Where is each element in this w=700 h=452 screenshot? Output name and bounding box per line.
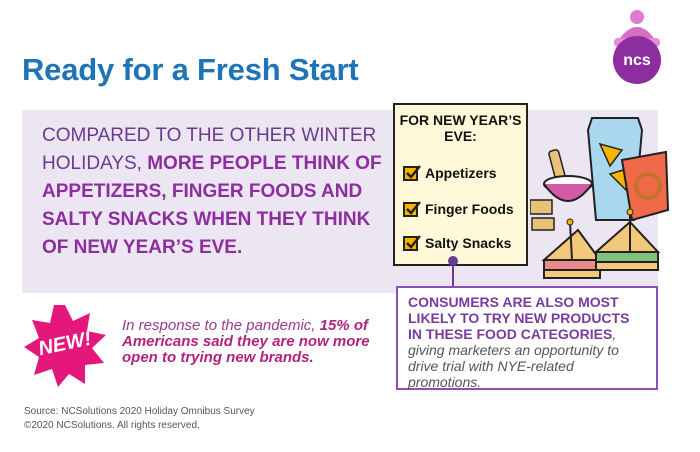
ncs-logo: ncs [604,8,670,86]
hat-logo-icon [613,10,661,84]
checkbox-icon [403,164,421,181]
snack-illustration [529,110,670,285]
card-item-appetizers: Appetizers [403,164,497,181]
card-item-label: Salty Snacks [425,235,512,251]
consumers-callout: CONSUMERS ARE ALSO MOST LIKELY TO TRY NE… [396,286,658,390]
source-line: Source: NCSolutions 2020 Holiday Omnibus… [24,406,255,417]
card-title: FOR NEW YEAR’S EVE: [399,112,522,144]
card-item-label: Appetizers [425,165,497,181]
pin-dot [448,256,458,266]
card-item-label: Finger Foods [425,201,514,217]
checkbox-icon [403,200,421,217]
pandemic-plain: In response to the pandemic, [122,317,320,334]
sandwich-icon [541,208,661,279]
page-title: Ready for a Fresh Start [22,52,359,87]
logo-text: ncs [623,52,651,69]
source-note: Source: NCSolutions 2020 Holiday Omnibus… [24,405,255,433]
checkbox-icon [403,234,421,251]
dip-bowl-icon [543,149,593,202]
pin-line [452,266,454,288]
intro-text: COMPARED TO THE OTHER WINTER HOLIDAYS, M… [42,122,387,262]
consumers-strong: CONSUMERS ARE ALSO MOST LIKELY TO TRY NE… [408,294,630,342]
intro-strong: MORE PEOPLE THINK OF APPETIZERS, FINGER … [42,153,382,258]
intro-plain: COMPARED TO THE OTHER WINTER HOLIDAYS, [42,125,377,174]
pandemic-strong: 15% of Americans said they are now more … [122,317,370,366]
card-item-salty-snacks: Salty Snacks [403,234,512,251]
nye-card: FOR NEW YEAR’S EVE: Appetizers Finger Fo… [393,103,528,266]
card-item-finger-foods: Finger Foods [403,200,514,217]
copyright-line: ©2020 NCSolutions. All rights reserved. [24,420,200,431]
starburst-badge-icon [24,305,106,387]
pretzel-bag-icon [620,150,670,222]
pandemic-text: In response to the pandemic, 15% of Amer… [122,318,392,366]
consumers-rest: , giving marketers an opportunity to dri… [408,326,619,390]
